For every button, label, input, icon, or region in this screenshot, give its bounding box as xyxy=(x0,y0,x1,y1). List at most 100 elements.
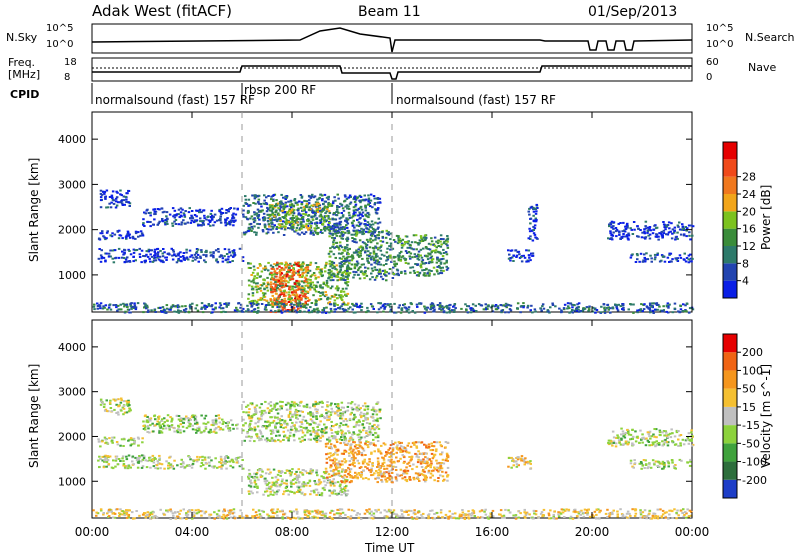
echo-cell xyxy=(315,262,318,264)
echo-cell xyxy=(291,288,294,290)
echo-cell xyxy=(254,220,256,222)
echo-cell xyxy=(273,469,276,471)
echo-cell xyxy=(128,190,131,192)
echo-cell xyxy=(327,286,330,288)
echo-cell xyxy=(315,408,318,410)
echo-cell xyxy=(295,431,298,433)
echo-cell xyxy=(284,435,287,437)
echo-cell xyxy=(105,207,108,209)
echo-cell xyxy=(572,312,575,314)
echo-cell xyxy=(381,231,384,233)
echo-cell xyxy=(312,416,315,418)
echo-cell xyxy=(606,307,609,309)
echo-cell xyxy=(376,209,379,211)
echo-cell xyxy=(432,258,435,260)
echo-cell xyxy=(173,468,176,470)
echo-cell xyxy=(325,265,328,267)
echo-cell xyxy=(102,191,105,193)
echo-cell xyxy=(414,253,417,255)
echo-cell xyxy=(222,429,225,431)
echo-cell xyxy=(470,309,473,311)
echo-cell xyxy=(500,304,503,306)
echo-cell xyxy=(200,431,203,433)
echo-cell xyxy=(170,306,173,308)
echo-cell xyxy=(252,288,255,290)
echo-cell xyxy=(436,257,439,259)
echo-cell xyxy=(370,264,373,266)
echo-cell xyxy=(453,309,456,311)
echo-cell xyxy=(297,233,300,235)
echo-cell xyxy=(635,261,638,263)
echo-cell xyxy=(317,492,320,494)
echo-cell xyxy=(313,308,316,310)
echo-cell xyxy=(325,215,328,217)
echo-cell xyxy=(329,226,332,228)
echo-cell xyxy=(380,258,383,260)
echo-cell xyxy=(343,200,346,202)
echo-cell xyxy=(180,211,183,213)
echo-cell xyxy=(653,225,656,227)
echo-cell xyxy=(123,249,126,251)
echo-cell xyxy=(133,306,136,308)
echo-cell xyxy=(306,285,309,287)
echo-cell xyxy=(156,423,159,425)
echo-cell xyxy=(308,227,311,229)
echo-cell xyxy=(359,213,362,215)
echo-cell xyxy=(344,294,347,296)
echo-cell xyxy=(328,205,331,207)
echo-cell xyxy=(169,214,172,216)
echo-cell xyxy=(618,304,621,306)
echo-cell xyxy=(287,310,290,312)
echo-cell xyxy=(279,224,282,226)
echo-cell xyxy=(143,225,146,227)
echo-cell xyxy=(671,233,674,235)
echo-cell xyxy=(328,210,331,212)
echo-cell xyxy=(232,466,235,468)
echo-cell xyxy=(289,269,292,271)
echo-cell xyxy=(232,256,235,258)
echo-cell xyxy=(220,458,223,460)
echo-cell xyxy=(321,414,324,416)
echo-cell xyxy=(346,244,349,246)
echo-cell xyxy=(217,251,220,253)
echo-cell xyxy=(340,279,343,281)
echo-cell xyxy=(367,194,370,196)
echo-cell xyxy=(341,274,344,276)
echo-cell xyxy=(354,239,357,241)
echo-cell xyxy=(355,204,358,206)
echo-cell xyxy=(345,238,348,240)
echo-cell xyxy=(675,257,678,259)
echo-cell xyxy=(128,201,131,203)
echo-cell xyxy=(540,310,543,312)
echo-cell xyxy=(251,226,254,228)
echo-cell xyxy=(534,311,537,313)
echo-cell xyxy=(347,253,350,255)
echo-cell xyxy=(122,303,125,305)
echo-cell xyxy=(227,256,230,258)
echo-cell xyxy=(177,431,180,433)
echo-cell xyxy=(636,258,639,260)
echo-cell xyxy=(367,310,370,312)
echo-cell xyxy=(247,212,250,214)
echo-cell xyxy=(108,307,111,309)
echo-cell xyxy=(275,493,278,495)
echo-cell xyxy=(305,213,308,215)
echo-cell xyxy=(213,465,216,467)
echo-cell xyxy=(255,196,258,198)
echo-cell xyxy=(127,309,130,311)
echo-cell xyxy=(279,276,282,278)
echo-cell xyxy=(316,225,319,227)
echo-cell xyxy=(330,421,333,423)
echo-cell xyxy=(109,234,112,236)
echo-cell xyxy=(116,441,119,443)
echo-cell xyxy=(252,295,255,297)
echo-cell xyxy=(264,478,267,480)
echo-cell xyxy=(297,274,300,276)
echo-cell xyxy=(111,410,114,412)
echo-cell xyxy=(253,309,256,311)
echo-cell xyxy=(293,434,296,436)
echo-cell xyxy=(293,291,296,293)
echo-cell xyxy=(183,214,186,216)
echo-cell xyxy=(279,475,282,477)
echo-cell xyxy=(321,275,324,277)
